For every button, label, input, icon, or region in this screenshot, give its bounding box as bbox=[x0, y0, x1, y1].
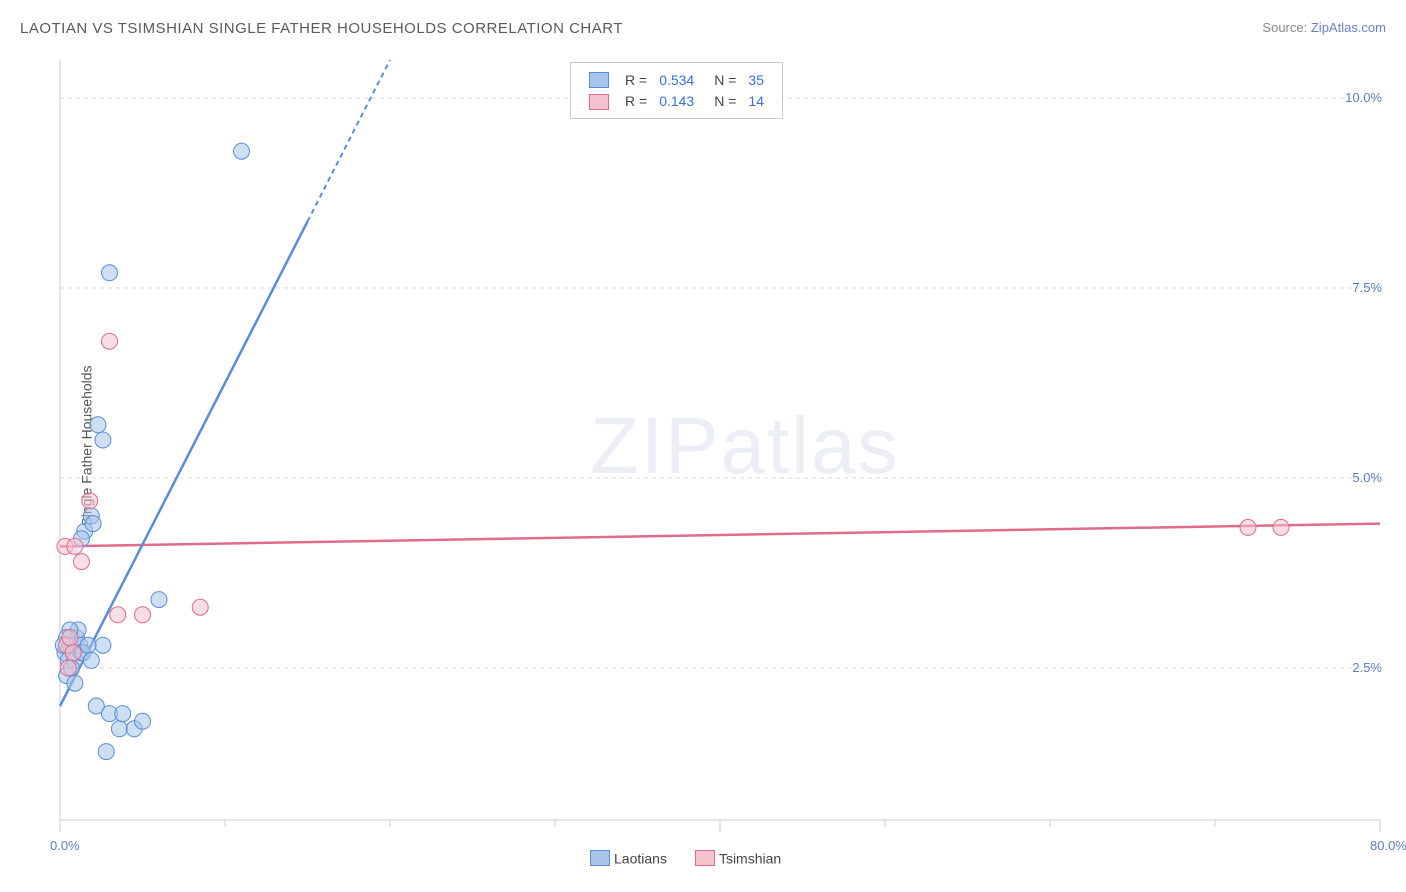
scatter-plot bbox=[50, 60, 1390, 850]
source-link[interactable]: ZipAtlas.com bbox=[1311, 20, 1386, 35]
legend-item: Tsimshian bbox=[695, 849, 781, 865]
chart-header: LAOTIAN VS TSIMSHIAN SINGLE FATHER HOUSE… bbox=[20, 20, 1386, 50]
source-credit: Source: ZipAtlas.com bbox=[1262, 20, 1386, 35]
chart-area: ZIPatlas R =0.534N =35R =0.143N =14 2.5%… bbox=[50, 60, 1386, 830]
legend-row: R =0.534N =35 bbox=[583, 69, 770, 90]
legend-item: Laotians bbox=[590, 849, 667, 865]
chart-title: LAOTIAN VS TSIMSHIAN SINGLE FATHER HOUSE… bbox=[20, 20, 623, 37]
series-legend: Laotians Tsimshian bbox=[590, 848, 809, 866]
correlation-legend: R =0.534N =35R =0.143N =14 bbox=[570, 62, 783, 119]
legend-row: R =0.143N =14 bbox=[583, 90, 770, 111]
